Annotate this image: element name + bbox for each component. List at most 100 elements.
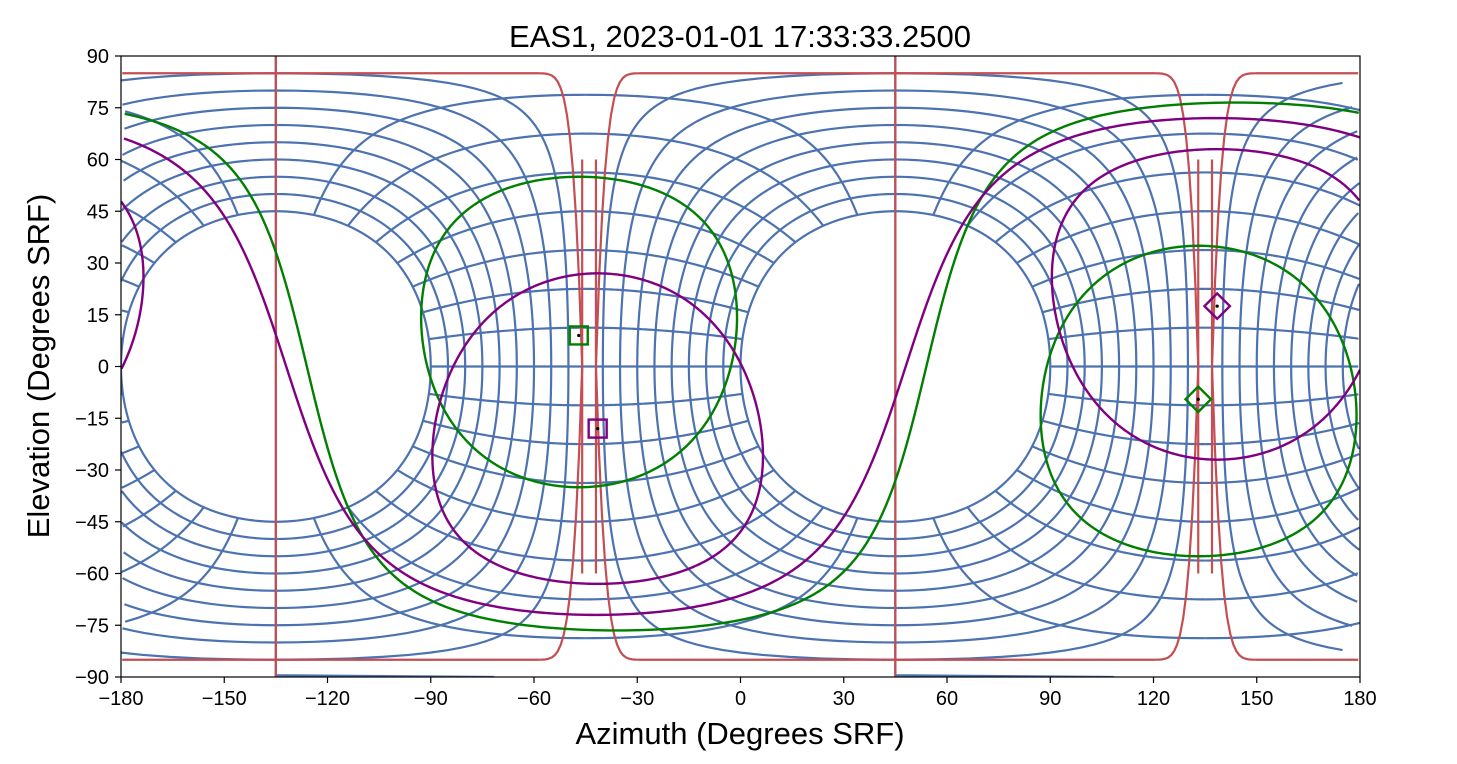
marker-layer [568,291,1232,439]
x-tick-label: 150 [1240,688,1273,710]
x-tick-label: 120 [1137,688,1170,710]
red-boundary-layer [122,56,1359,677]
grid-spoke [121,392,1359,407]
y-tick-label: −30 [75,460,109,482]
grid-spoke [966,132,1206,227]
x-tick-label: −150 [202,688,247,710]
grid-spoke [121,506,1359,601]
grid-spoke [422,419,586,446]
grid-spoke [585,392,743,407]
grid-spoke [932,93,1206,216]
grid-spoke [585,171,797,244]
y-tick-label: 75 [87,98,109,120]
small-circle-green [1039,244,1358,558]
grid-spoke [1031,248,1206,288]
red-boundary-top-left [122,72,1359,367]
grid-spoke [1042,419,1206,446]
grid-spoke [585,489,797,562]
y-tick-label: 30 [87,253,109,275]
marker-shape [1183,384,1213,414]
x-tick-label: −60 [517,688,551,710]
x-tick-label: −30 [620,688,654,710]
y-tick-label: −75 [75,615,109,637]
x-tick-label: 30 [833,688,855,710]
grid-spoke [1048,392,1206,407]
grid-spoke [375,489,586,562]
grid-spoke [994,489,1206,562]
marker-shape [1202,291,1232,321]
grid-spoke [122,171,1360,244]
grid-spoke [412,445,586,485]
grid-spoke [585,445,760,485]
grid-spoke [994,171,1206,244]
plot-area [121,56,1360,677]
y-axis-ticks: −90 −75 −60 −45 −30 −15 0 15 30 45 60 75 90 [75,46,121,689]
marker-dot [596,427,600,431]
small-circle-purple [431,272,765,586]
grid-spoke [121,445,1360,485]
grid-spoke [428,326,586,341]
small-circle-purple [121,147,1360,461]
y-tick-label: −15 [75,408,109,430]
grid-spoke [585,517,859,640]
x-tick-label: 180 [1343,688,1376,710]
grid-spoke [312,93,586,216]
red-boundary-top-right [594,72,1200,367]
grid-spoke [428,392,586,407]
diamond-marker-purple [1202,291,1232,321]
grid-spoke [312,517,586,640]
x-tick-label: −120 [305,688,350,710]
red-boundary-bottom-left [122,366,1359,661]
grid-spoke [124,517,1360,640]
x-axis-label: Azimuth (Degrees SRF) [575,716,904,751]
grid-spoke [121,469,1360,523]
grid-spoke [585,287,749,314]
grid-spoke [375,171,586,244]
grid-spoke [121,248,1360,288]
x-tick-label: 90 [1039,688,1061,710]
marker-dot [577,333,581,338]
grid-spoke [1016,210,1206,264]
grid-spoke [396,469,586,523]
y-tick-label: 90 [87,46,109,68]
grid-spoke [412,248,586,288]
grid-spoke [121,287,1360,314]
square-marker-purple [587,418,608,439]
y-tick-label: 0 [98,357,109,379]
y-tick-label: −60 [75,564,109,586]
grid-spoke [585,93,859,216]
y-tick-label: 45 [87,201,109,223]
square-marker-green [568,325,589,346]
small-circle-green [419,175,739,489]
grid-spoke [1031,445,1206,485]
grid-spoke [121,326,1359,341]
grid-spoke [422,287,586,314]
marker-shape [568,325,589,346]
grid-spoke [347,506,586,601]
x-axis-ticks: −180 −150 −120 −90 −60 −30 0 30 60 90 120 150 180 [98,677,1377,710]
marker-shape [587,418,608,439]
grid-spoke [396,210,586,264]
circle-layer [121,101,1360,632]
grid-spoke [585,326,743,341]
y-tick-label: −90 [75,667,109,689]
grid-spoke [932,517,1206,640]
marker-dot [1215,304,1219,308]
x-tick-label: 60 [936,688,958,710]
y-tick-label: 60 [87,150,109,172]
grid-spoke [121,132,1359,227]
great-circle-green [124,101,1359,632]
marker-dot [1196,397,1200,401]
grid-spoke [966,506,1206,601]
y-tick-label: 15 [87,305,109,327]
y-tick-label: −45 [75,512,109,534]
y-axis-label: Elevation (Degrees SRF) [21,194,56,539]
grid-spoke [121,210,1360,264]
grid-spoke [585,210,775,264]
great-circle-purple [123,116,1360,617]
grid-spoke [1042,287,1206,314]
grid-spoke [585,469,775,523]
grid-spoke [1016,469,1206,523]
chart-title: EAS1, 2023-01-01 17:33:33.2500 [509,19,971,54]
